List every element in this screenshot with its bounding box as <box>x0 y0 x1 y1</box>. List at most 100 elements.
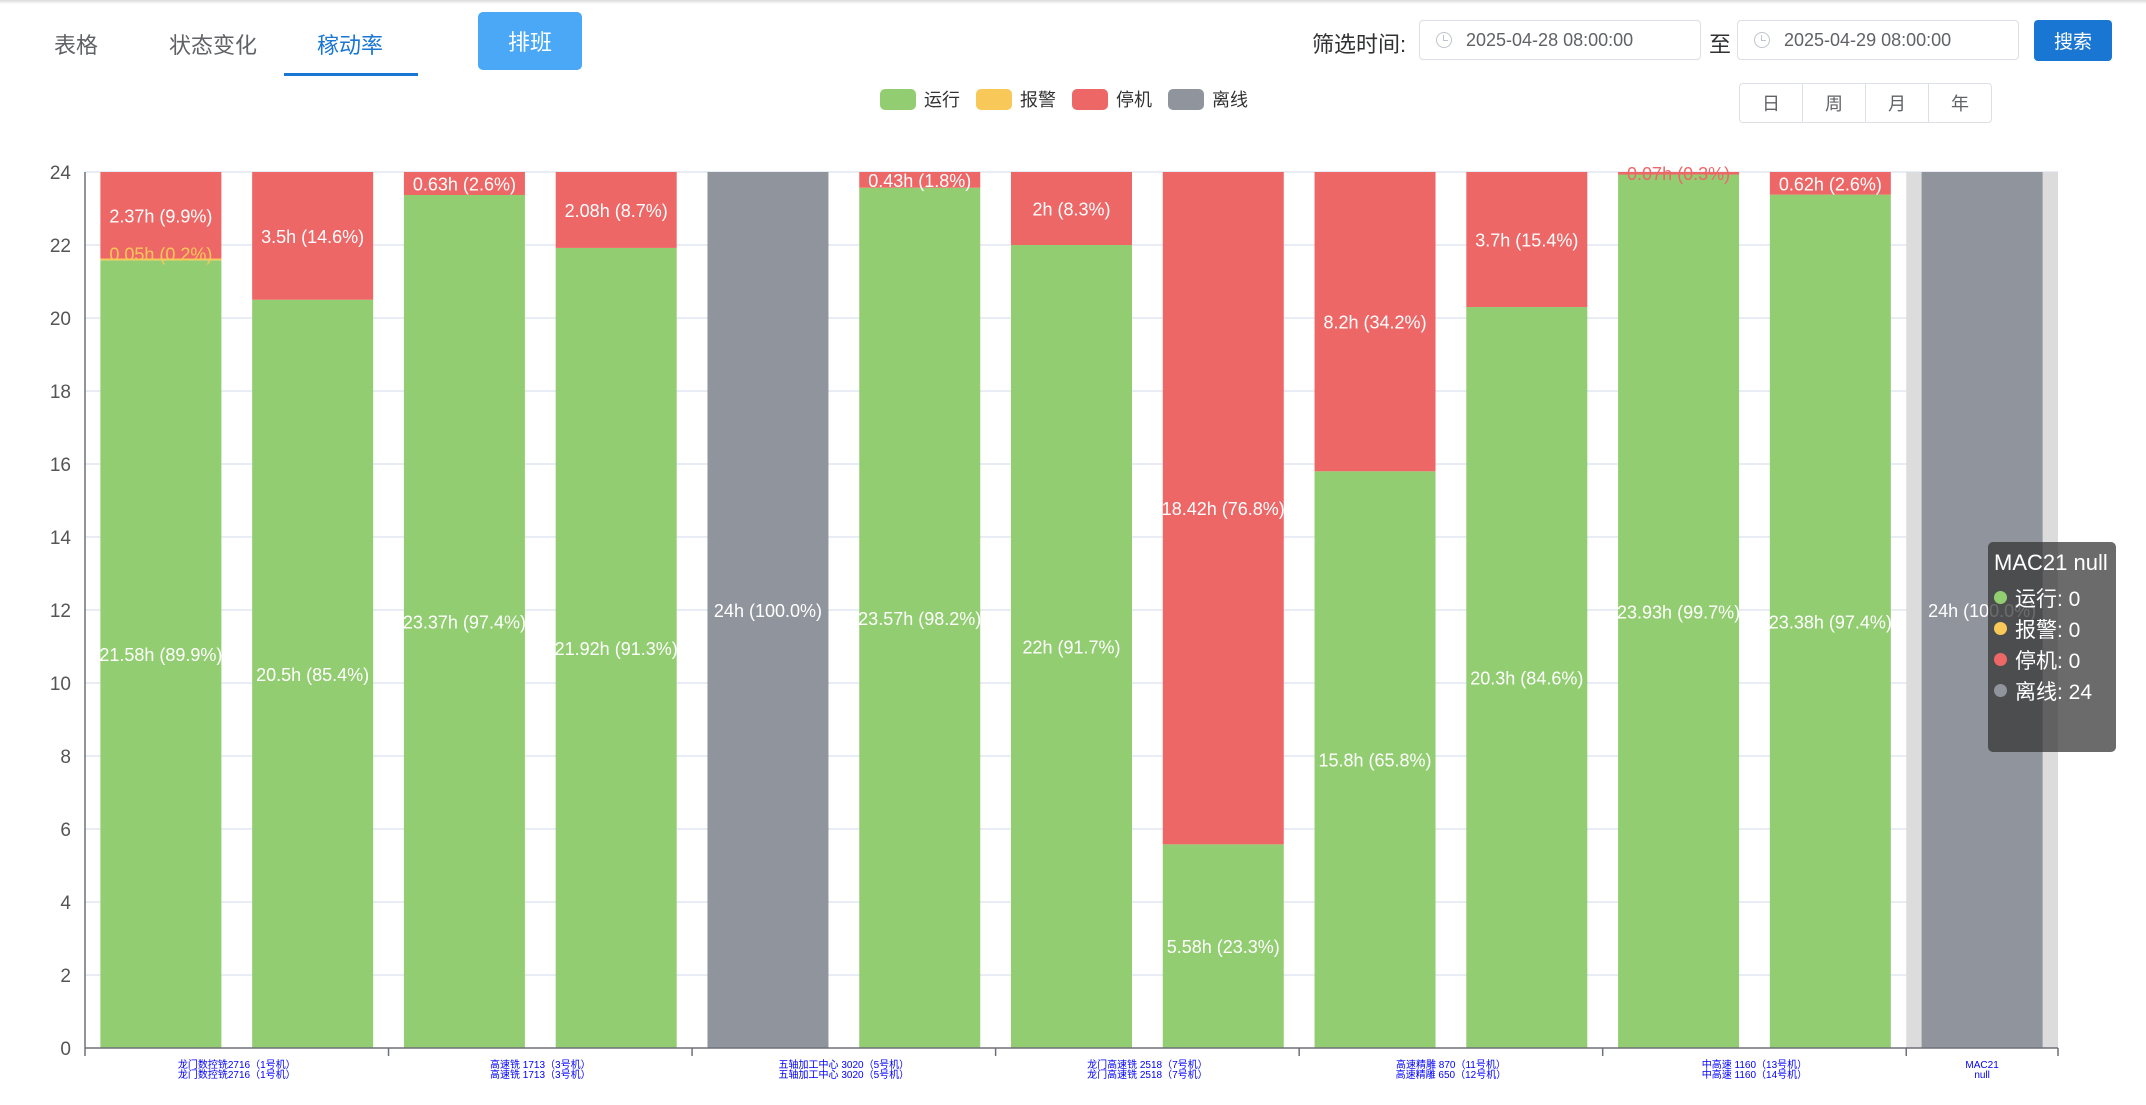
end-datetime-value: 2025-04-29 08:00:00 <box>1784 29 1952 50</box>
legend-swatch <box>1072 88 1108 110</box>
data-label: 2.37h (9.9%) <box>109 206 212 226</box>
range-month-button[interactable]: 月 <box>1865 83 1929 123</box>
x-category-label: 龙门高速铣 2518（7号机） <box>1087 1058 1208 1071</box>
data-label: 23.93h (99.7%) <box>1617 602 1740 622</box>
y-tick-label: 18 <box>50 382 71 403</box>
data-label: 3.5h (14.6%) <box>261 227 364 247</box>
schedule-button[interactable]: 排班 <box>478 12 582 70</box>
data-label: 2.08h (8.7%) <box>565 201 668 221</box>
tooltip-row-text: 运行: 0 <box>2015 587 2081 611</box>
range-year-button[interactable]: 年 <box>1928 83 1992 123</box>
y-tick-label: 10 <box>50 674 71 695</box>
data-label: 2h (8.3%) <box>1032 200 1110 220</box>
run-bar-segment <box>403 194 525 1048</box>
run-bar-segment <box>1314 471 1436 1048</box>
legend-item-run[interactable]: 运行 <box>880 86 960 112</box>
x-category-label: 龙门高速铣 2518（7号机） <box>1087 1068 1208 1081</box>
legend-item-alarm[interactable]: 报警 <box>976 86 1056 112</box>
data-label: 15.8h (65.8%) <box>1318 751 1431 771</box>
date-separator: 至 <box>1709 32 1732 57</box>
data-label: 21.92h (91.3%) <box>555 639 678 659</box>
data-label: 23.38h (97.4%) <box>1769 612 1892 632</box>
legend-swatch <box>880 88 916 110</box>
data-label: 22h (91.7%) <box>1022 638 1120 658</box>
stop-bar-segment <box>1769 172 1891 195</box>
data-label: 0.63h (2.6%) <box>413 174 516 194</box>
search-button[interactable]: 搜索 <box>2034 20 2112 61</box>
tooltip-row: 报警: 0 <box>1994 613 2110 644</box>
data-label: 0.05h (0.2%) <box>109 245 212 265</box>
data-label: 3.7h (15.4%) <box>1475 231 1578 251</box>
stop-bar-segment <box>555 172 677 248</box>
stop-bar-segment <box>1466 172 1588 308</box>
run-bar-segment <box>1466 307 1588 1048</box>
data-label: 24h (100.0%) <box>714 601 822 621</box>
y-tick-label: 12 <box>50 601 71 622</box>
x-category-label: 龙门数控铣2716（1号机） <box>178 1068 296 1081</box>
stop-bar-segment <box>1011 172 1132 245</box>
x-category-label: null <box>1974 1070 1990 1081</box>
x-category-label: 五轴加工中心 3020（5号机） <box>779 1068 910 1081</box>
filter-time-label: 筛选时间: <box>1312 32 1407 57</box>
stop-bar-segment <box>859 172 981 188</box>
data-label: 23.37h (97.4%) <box>403 612 526 632</box>
tooltip-row: 离线: 24 <box>1994 675 2110 706</box>
run-bar-segment <box>859 187 981 1048</box>
x-category-label: 高速铣 1713（3号机） <box>490 1068 591 1081</box>
tooltip-dot <box>1994 622 2007 635</box>
run-bar-segment <box>1769 194 1891 1048</box>
time-range-selector: 日 周 月 年 <box>1739 83 1992 123</box>
tooltip-dot <box>1994 653 2007 666</box>
y-tick-label: 0 <box>60 1039 71 1060</box>
legend-swatch <box>976 88 1012 110</box>
data-label: 18.42h (76.8%) <box>1162 499 1285 519</box>
tab-status-change[interactable]: 状态变化 <box>169 33 258 58</box>
start-datetime-input[interactable]: 2025-04-28 08:00:00 <box>1419 20 1701 60</box>
legend-label: 报警 <box>1020 90 1056 110</box>
stop-bar-segment <box>1314 172 1436 472</box>
y-tick-label: 8 <box>60 747 71 768</box>
tab-utilization[interactable]: 稼动率 <box>317 33 384 58</box>
y-tick-label: 4 <box>60 893 71 914</box>
tab-table[interactable]: 表格 <box>54 33 99 58</box>
x-category-label: 中高速 1160（14号机） <box>1702 1068 1807 1081</box>
alarm-bar-segment <box>100 258 222 261</box>
clock-icon <box>1754 32 1770 48</box>
data-label: 8.2h (34.2%) <box>1324 313 1427 333</box>
y-tick-label: 14 <box>50 528 72 549</box>
x-category-label: MAC21 <box>1965 1060 1999 1071</box>
run-bar-segment <box>555 247 677 1049</box>
tooltip-row: 运行: 0 <box>1994 582 2110 613</box>
stop-bar-segment <box>1618 172 1740 175</box>
x-category-label: 高速精雕 870（11号机） <box>1396 1058 1506 1071</box>
data-label: 20.3h (84.6%) <box>1470 669 1583 689</box>
legend-item-offline[interactable]: 离线 <box>1168 86 1248 112</box>
legend-item-stop[interactable]: 停机 <box>1072 86 1152 112</box>
x-category-label: 龙门数控铣2716（1号机） <box>178 1058 296 1071</box>
tooltip-row-text: 报警: 0 <box>2015 618 2081 642</box>
data-label: 0.62h (2.6%) <box>1779 174 1882 194</box>
range-day-button[interactable]: 日 <box>1739 83 1803 123</box>
run-bar-segment <box>100 260 222 1049</box>
start-datetime-value: 2025-04-28 08:00:00 <box>1466 29 1634 50</box>
tooltip-dot <box>1994 684 2007 697</box>
legend-label: 运行 <box>924 90 960 110</box>
y-tick-label: 16 <box>50 455 71 476</box>
chart-legend: 运行 报警 停机 离线 <box>880 86 1264 112</box>
x-category-label: 五轴加工中心 3020（5号机） <box>779 1058 910 1071</box>
y-tick-label: 6 <box>60 820 71 841</box>
data-label: 20.5h (85.4%) <box>256 665 369 685</box>
tooltip-dot <box>1994 591 2007 604</box>
y-tick-label: 20 <box>50 309 71 330</box>
stop-bar-segment <box>403 172 525 195</box>
range-week-button[interactable]: 周 <box>1802 83 1866 123</box>
x-category-label: 高速铣 1713（3号机） <box>490 1058 591 1071</box>
x-category-label: 中高速 1160（13号机） <box>1702 1058 1807 1071</box>
end-datetime-input[interactable]: 2025-04-29 08:00:00 <box>1737 20 2019 60</box>
data-label: 21.58h (89.9%) <box>99 645 222 665</box>
y-tick-label: 2 <box>60 966 71 987</box>
tooltip-row-text: 停机: 0 <box>2015 649 2081 673</box>
stop-bar-segment <box>1162 172 1284 845</box>
data-label: 0.07h (0.3%) <box>1627 164 1730 184</box>
